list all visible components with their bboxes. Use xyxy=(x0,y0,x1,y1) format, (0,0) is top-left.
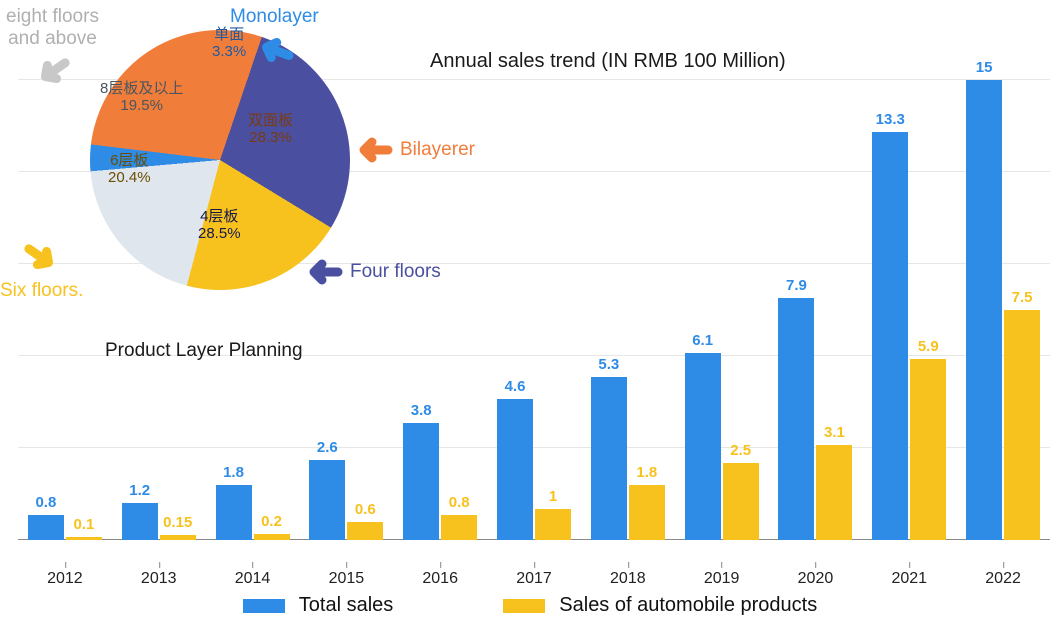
x-tick: 2017 xyxy=(516,570,552,588)
bar-total: 1.8 xyxy=(216,485,252,540)
bar-value-label: 0.8 xyxy=(441,494,477,515)
bar-value-label: 1.8 xyxy=(216,464,252,485)
bar-group: 13.35.9 xyxy=(872,132,946,540)
bar-value-label: 3.1 xyxy=(816,424,852,445)
bar-group: 1.80.2 xyxy=(216,485,290,540)
x-tick: 2019 xyxy=(704,570,740,588)
x-tick: 2012 xyxy=(47,570,83,588)
legend-label-auto: Sales of automobile products xyxy=(559,594,817,617)
bar-group: 157.5 xyxy=(966,80,1040,540)
x-tick: 2020 xyxy=(798,570,834,588)
bar-value-label: 4.6 xyxy=(497,378,533,399)
bar-group: 0.80.1 xyxy=(28,515,102,540)
x-tick: 2018 xyxy=(610,570,646,588)
chart-canvas: Annual sales trend (IN RMB 100 Million) … xyxy=(0,0,1060,625)
legend-item-total: Total sales xyxy=(243,594,394,617)
bar-total: 7.9 xyxy=(778,298,814,540)
legend: Total sales Sales of automobile products xyxy=(0,594,1060,617)
arrow-icon xyxy=(350,128,394,172)
bar-group: 4.61 xyxy=(497,399,571,540)
bar-auto: 1.8 xyxy=(629,485,665,540)
bar-value-label: 7.5 xyxy=(1004,289,1040,310)
bar-group: 6.12.5 xyxy=(685,353,759,540)
arrow-icon xyxy=(300,250,344,294)
callout-bilayer: Bilayerer xyxy=(350,128,475,172)
bar-total: 15 xyxy=(966,80,1002,540)
pie-chart-title: Product Layer Planning xyxy=(105,340,303,362)
bar-auto: 0.6 xyxy=(347,522,383,540)
x-tick: 2013 xyxy=(141,570,177,588)
callout-six: Six floors. xyxy=(0,236,83,302)
bar-value-label: 0.1 xyxy=(66,516,102,537)
legend-label-total: Total sales xyxy=(299,594,394,617)
bar-value-label: 1.8 xyxy=(629,464,665,485)
bar-auto: 1 xyxy=(535,509,571,540)
bar-auto: 0.2 xyxy=(254,534,290,540)
bar-value-label: 6.1 xyxy=(685,332,721,353)
bar-value-label: 0.6 xyxy=(347,501,383,522)
bar-auto: 3.1 xyxy=(816,445,852,540)
bar-group: 1.20.15 xyxy=(122,503,196,540)
bar-value-label: 7.9 xyxy=(778,277,814,298)
bar-value-label: 5.9 xyxy=(910,338,946,359)
callout-eightplus: eight floorsand above xyxy=(6,6,99,94)
callout-monolayer: Monolayer xyxy=(230,6,319,72)
bar-total: 3.8 xyxy=(403,423,439,540)
bar-value-label: 1.2 xyxy=(122,482,158,503)
legend-item-auto: Sales of automobile products xyxy=(503,594,817,617)
bar-group: 7.93.1 xyxy=(778,298,852,540)
legend-swatch-total xyxy=(243,599,285,613)
bar-auto: 2.5 xyxy=(723,463,759,540)
bar-value-label: 0.15 xyxy=(160,514,196,535)
bar-group: 2.60.6 xyxy=(309,460,383,540)
x-tick: 2015 xyxy=(329,570,365,588)
bar-auto: 0.8 xyxy=(441,515,477,540)
bar-value-label: 0.8 xyxy=(28,494,64,515)
bar-group: 5.31.8 xyxy=(591,377,665,540)
bar-total: 13.3 xyxy=(872,132,908,540)
bar-group: 3.80.8 xyxy=(403,423,477,540)
bar-chart-title: Annual sales trend (IN RMB 100 Million) xyxy=(430,50,786,73)
x-tick: 2022 xyxy=(985,570,1021,588)
bar-value-label: 5.3 xyxy=(591,356,627,377)
bar-auto: 0.1 xyxy=(66,537,102,540)
legend-swatch-auto xyxy=(503,599,545,613)
bar-auto: 7.5 xyxy=(1004,310,1040,540)
bar-auto: 5.9 xyxy=(910,359,946,540)
bar-value-label: 0.2 xyxy=(254,513,290,534)
bar-value-label: 1 xyxy=(535,488,571,509)
arrow-icon xyxy=(22,41,83,102)
bar-value-label: 3.8 xyxy=(403,402,439,423)
bar-total: 5.3 xyxy=(591,377,627,540)
bar-value-label: 2.5 xyxy=(723,442,759,463)
x-tick: 2021 xyxy=(891,570,927,588)
callout-four: Four floors xyxy=(300,250,441,294)
bar-value-label: 2.6 xyxy=(309,439,345,460)
bar-total: 0.8 xyxy=(28,515,64,540)
arrow-icon xyxy=(246,22,302,78)
bar-total: 4.6 xyxy=(497,399,533,540)
bar-auto: 0.15 xyxy=(160,535,196,540)
bar-value-label: 13.3 xyxy=(872,111,908,132)
bar-total: 1.2 xyxy=(122,503,158,540)
bar-value-label: 15 xyxy=(966,59,1002,80)
x-tick: 2014 xyxy=(235,570,271,588)
x-tick: 2016 xyxy=(422,570,458,588)
bar-total: 2.6 xyxy=(309,460,345,540)
bar-total: 6.1 xyxy=(685,353,721,540)
